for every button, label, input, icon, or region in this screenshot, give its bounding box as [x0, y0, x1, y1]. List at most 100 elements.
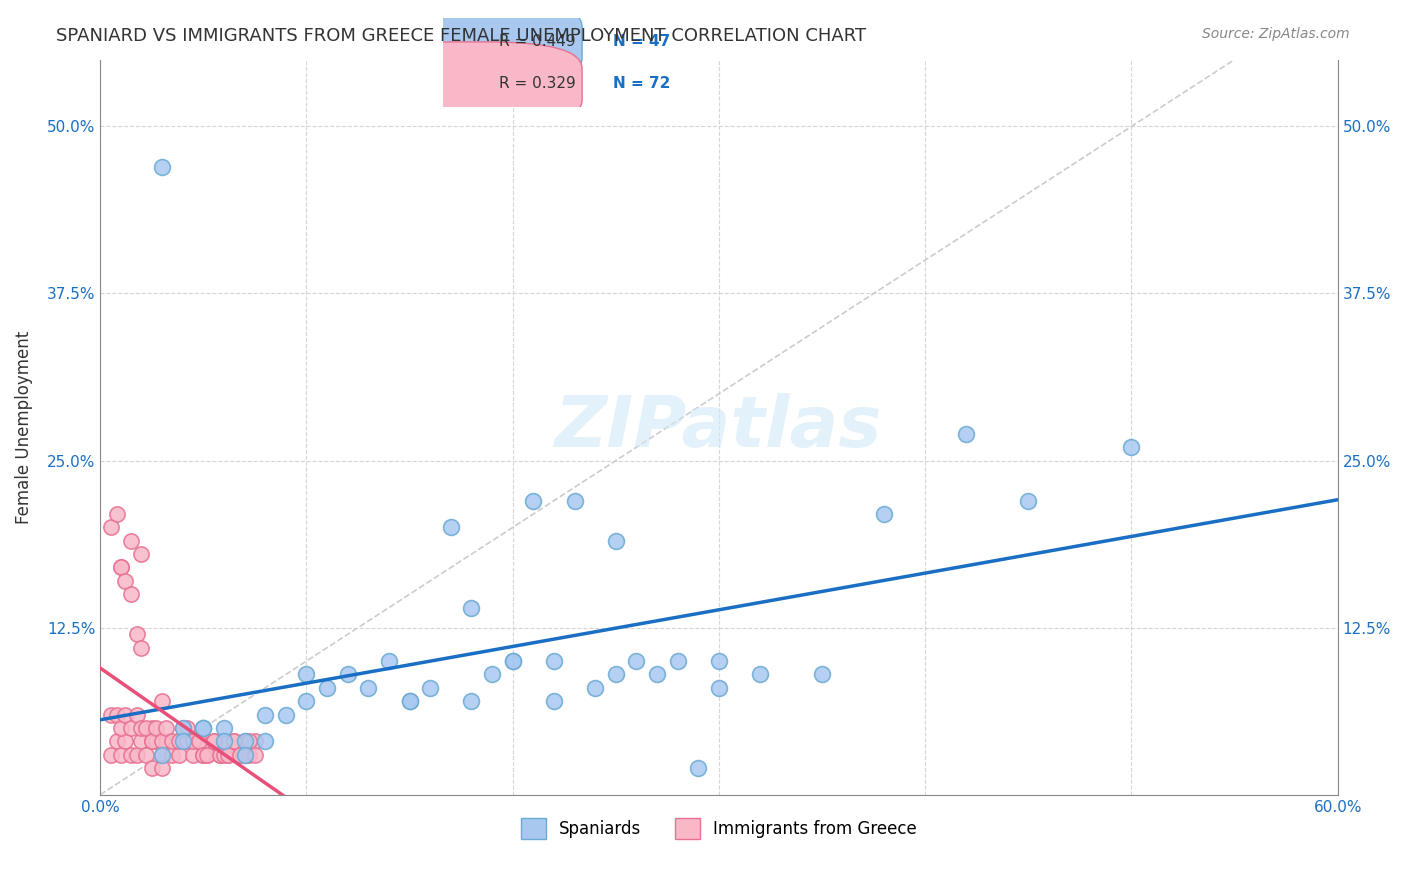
- Spaniards: [626, 654, 648, 668]
- Spaniards: [645, 667, 668, 681]
- Legend: Spaniards, Immigrants from Greece: Spaniards, Immigrants from Greece: [515, 812, 924, 846]
- Spaniards: [481, 667, 503, 681]
- Spaniards: [419, 681, 441, 695]
- Immigrants from Greece: [188, 734, 211, 748]
- Immigrants from Greece: [127, 707, 149, 722]
- Immigrants from Greece: [150, 694, 173, 708]
- Immigrants from Greece: [243, 747, 266, 762]
- Immigrants from Greece: [181, 734, 204, 748]
- Immigrants from Greece: [114, 734, 136, 748]
- Immigrants from Greece: [217, 747, 239, 762]
- Immigrants from Greece: [105, 507, 128, 521]
- Spaniards: [378, 654, 401, 668]
- Immigrants from Greece: [212, 734, 235, 748]
- Immigrants from Greece: [141, 721, 163, 735]
- Immigrants from Greece: [238, 747, 260, 762]
- Spaniards: [564, 493, 586, 508]
- Spaniards: [543, 654, 565, 668]
- Immigrants from Greece: [202, 734, 225, 748]
- Spaniards: [172, 721, 194, 735]
- Spaniards: [1121, 440, 1143, 454]
- Immigrants from Greece: [162, 734, 184, 748]
- Spaniards: [873, 507, 896, 521]
- Immigrants from Greece: [141, 734, 163, 748]
- Text: N = 72: N = 72: [613, 77, 671, 91]
- Immigrants from Greece: [208, 747, 231, 762]
- Spaniards: [502, 654, 524, 668]
- Immigrants from Greece: [229, 747, 252, 762]
- Immigrants from Greece: [145, 721, 167, 735]
- Spaniards: [193, 721, 215, 735]
- Immigrants from Greece: [120, 747, 142, 762]
- Spaniards: [193, 721, 215, 735]
- Immigrants from Greece: [155, 734, 177, 748]
- Immigrants from Greece: [243, 734, 266, 748]
- Immigrants from Greece: [172, 721, 194, 735]
- Spaniards: [316, 681, 339, 695]
- Text: SPANIARD VS IMMIGRANTS FROM GREECE FEMALE UNEMPLOYMENT CORRELATION CHART: SPANIARD VS IMMIGRANTS FROM GREECE FEMAL…: [56, 27, 866, 45]
- Immigrants from Greece: [224, 734, 246, 748]
- Immigrants from Greece: [150, 734, 173, 748]
- Immigrants from Greece: [114, 707, 136, 722]
- Immigrants from Greece: [229, 747, 252, 762]
- Spaniards: [295, 667, 318, 681]
- Spaniards: [583, 681, 606, 695]
- Spaniards: [605, 533, 627, 548]
- Spaniards: [707, 681, 730, 695]
- Immigrants from Greece: [212, 747, 235, 762]
- Immigrants from Greece: [100, 747, 122, 762]
- Spaniards: [254, 734, 277, 748]
- Immigrants from Greece: [114, 574, 136, 588]
- Spaniards: [811, 667, 834, 681]
- Immigrants from Greece: [176, 721, 198, 735]
- Immigrants from Greece: [135, 747, 157, 762]
- Immigrants from Greece: [127, 747, 149, 762]
- Immigrants from Greece: [172, 734, 194, 748]
- Spaniards: [357, 681, 380, 695]
- Text: Source: ZipAtlas.com: Source: ZipAtlas.com: [1202, 27, 1350, 41]
- Text: ZIPatlas: ZIPatlas: [555, 392, 883, 462]
- Spaniards: [1017, 493, 1039, 508]
- Spaniards: [688, 761, 710, 775]
- Spaniards: [254, 707, 277, 722]
- Text: R = 0.449: R = 0.449: [499, 35, 575, 49]
- Immigrants from Greece: [141, 734, 163, 748]
- Text: R = 0.329: R = 0.329: [499, 77, 575, 91]
- Spaniards: [172, 734, 194, 748]
- Text: N = 47: N = 47: [613, 35, 671, 49]
- Y-axis label: Female Unemployment: Female Unemployment: [15, 331, 32, 524]
- Spaniards: [274, 707, 297, 722]
- Immigrants from Greece: [110, 747, 132, 762]
- Immigrants from Greece: [193, 747, 215, 762]
- Immigrants from Greece: [131, 721, 153, 735]
- Immigrants from Greece: [224, 734, 246, 748]
- Immigrants from Greece: [110, 560, 132, 574]
- Immigrants from Greece: [193, 747, 215, 762]
- Spaniards: [502, 654, 524, 668]
- Immigrants from Greece: [176, 734, 198, 748]
- Immigrants from Greece: [131, 547, 153, 561]
- Immigrants from Greece: [197, 747, 219, 762]
- Immigrants from Greece: [217, 747, 239, 762]
- Immigrants from Greece: [197, 747, 219, 762]
- Immigrants from Greece: [131, 640, 153, 655]
- Immigrants from Greece: [233, 734, 256, 748]
- Spaniards: [440, 520, 463, 534]
- Immigrants from Greece: [145, 734, 167, 748]
- Spaniards: [336, 667, 359, 681]
- Immigrants from Greece: [105, 707, 128, 722]
- Immigrants from Greece: [188, 734, 211, 748]
- Immigrants from Greece: [208, 747, 231, 762]
- Immigrants from Greece: [120, 533, 142, 548]
- FancyBboxPatch shape: [360, 0, 582, 85]
- Spaniards: [233, 734, 256, 748]
- Immigrants from Greece: [238, 734, 260, 748]
- Spaniards: [707, 654, 730, 668]
- Immigrants from Greece: [105, 734, 128, 748]
- Immigrants from Greece: [181, 747, 204, 762]
- Spaniards: [150, 160, 173, 174]
- Spaniards: [295, 694, 318, 708]
- Immigrants from Greece: [162, 747, 184, 762]
- Immigrants from Greece: [127, 627, 149, 641]
- Immigrants from Greece: [167, 747, 190, 762]
